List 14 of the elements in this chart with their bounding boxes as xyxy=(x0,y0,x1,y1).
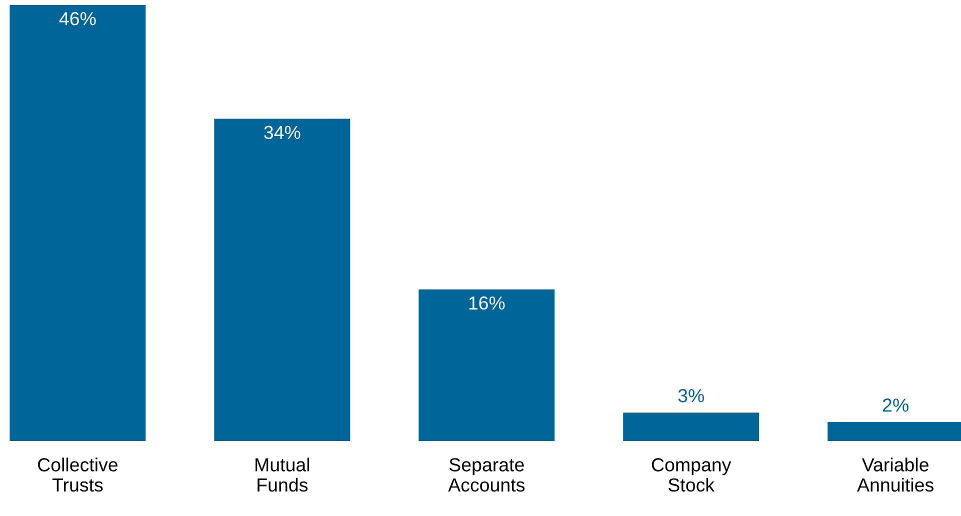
data-label: 3% xyxy=(678,389,704,402)
bar xyxy=(10,5,146,441)
x-tick-label: Mutual Funds xyxy=(256,458,310,492)
x-tick-label: Collective Trusts xyxy=(38,458,118,492)
bar xyxy=(623,412,760,441)
x-tick-label: Separate Accounts xyxy=(448,458,525,492)
data-label: 34% xyxy=(264,126,300,140)
bar xyxy=(214,118,350,441)
data-label: 16% xyxy=(469,296,505,310)
x-tick-label: Company Stock xyxy=(652,458,732,492)
data-label: 46% xyxy=(59,12,96,26)
data-label: 2% xyxy=(882,398,908,412)
x-tick-label: Variable Annuities xyxy=(857,458,934,492)
bar xyxy=(418,289,555,441)
